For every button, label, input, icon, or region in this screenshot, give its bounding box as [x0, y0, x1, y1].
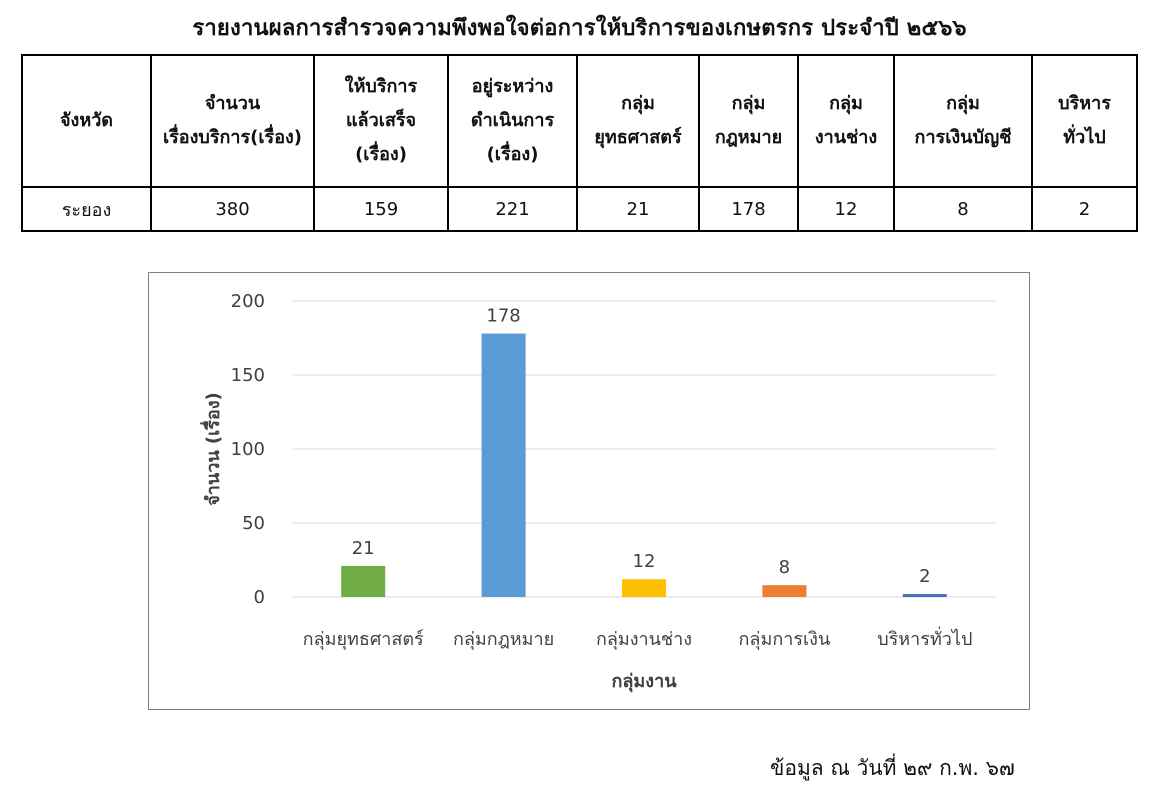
header-line: แล้วเสร็จ [345, 110, 417, 131]
data-label: 2 [919, 566, 930, 587]
report-title: รายงานผลการสำรวจความพึงพอใจต่อการให้บริก… [192, 16, 967, 41]
table-header-row: จังหวัด จำนวน เรื่องบริการ(เรื่อง) ให้บริกา… [21, 54, 1138, 188]
y-tick-label: 0 [254, 587, 265, 608]
header-line: ดำเนินการ [470, 110, 555, 131]
table-header-cell: กลุ่มยุทธศาสตร์ [576, 54, 700, 188]
data-label: 8 [779, 557, 790, 578]
value-cell: 8 [893, 186, 1033, 232]
x-tick-label: กลุ่มกฎหมาย [453, 629, 554, 650]
header-line: จังหวัด [60, 110, 113, 131]
table-header-cell: กลุ่มการเงินบัญชี [893, 54, 1033, 188]
bar [762, 585, 807, 597]
value-cell: 21 [576, 186, 700, 232]
value-cell: 178 [698, 186, 799, 232]
x-tick-label: กลุ่มการเงิน [739, 629, 831, 650]
y-tick-label: 150 [231, 365, 265, 386]
header-line: กลุ่ม [946, 93, 980, 114]
value-cell: 2 [1031, 186, 1138, 232]
y-axis-title: จำนวน (เรื่อง) [200, 392, 224, 506]
data-label: 178 [486, 306, 520, 327]
bar-chart: 0 50 100 150 200 21 กลุ่มยุทธศาสตร์ 178 กลุ่มกฎห… [200, 291, 995, 693]
x-tick-label: กลุ่มงานช่าง [596, 629, 692, 650]
data-label: 21 [352, 538, 375, 559]
table-header-cell: จังหวัด [21, 54, 152, 188]
table-header-cell: อยู่ระหว่างดำเนินการ (เรื่อง) [447, 54, 578, 188]
header-line: กฎหมาย [714, 127, 783, 148]
header-line: เรื่องบริการ(เรื่อง) [162, 127, 303, 148]
table-header-cell: จำนวนเรื่องบริการ(เรื่อง) [150, 54, 315, 188]
header-line: บริหาร [1058, 93, 1111, 114]
header-line: อยู่ระหว่าง [471, 76, 554, 97]
summary-table: จังหวัด จำนวน เรื่องบริการ(เรื่อง) ให้บริกา… [21, 54, 1138, 232]
data-label: 12 [633, 551, 656, 572]
header-line: จำนวน [204, 93, 261, 114]
table-header-cell: บริหารทั่วไป [1031, 54, 1138, 188]
header-line: กลุ่ม [731, 93, 766, 114]
table-header-cell: กลุ่มกฎหมาย [698, 54, 799, 188]
header-line: กลุ่ม [621, 93, 655, 114]
value-cell: 380 [150, 186, 315, 232]
header-line: งานช่าง [814, 127, 878, 148]
x-tick-label: บริหารทั่วไป [877, 626, 972, 650]
table-header-cell: ให้บริการแล้วเสร็จ (เรื่อง) [313, 54, 449, 188]
province-cell: ระยอง [21, 186, 152, 232]
y-tick-label: 200 [231, 291, 265, 312]
x-tick-label: กลุ่มยุทธศาสตร์ [303, 629, 424, 650]
table-header-cell: กลุ่มงานช่าง [797, 54, 895, 188]
value-cell: 221 [447, 186, 578, 232]
table-body: ระยอง 380 159 221 21 178 12 8 2 [21, 186, 1138, 232]
header-line: ทั่วไป [1063, 127, 1106, 148]
data-date-note: ข้อมูล ณ วันที่ ๒๙ ก.พ. ๖๗ [770, 756, 1015, 780]
value-cell: 12 [797, 186, 895, 232]
chart-frame: 0 50 100 150 200 21 กลุ่มยุทธศาสตร์ 178 กลุ่มกฎห… [148, 272, 1030, 710]
bar [481, 333, 526, 597]
table-row: ระยอง 380 159 221 21 178 12 8 2 [21, 186, 1138, 232]
header-line: การเงินบัญชี [914, 127, 1012, 148]
y-tick-label: 50 [242, 513, 265, 534]
header-line: (เรื่อง) [355, 144, 407, 165]
header-line: กลุ่ม [829, 93, 863, 114]
value-cell: 159 [313, 186, 449, 232]
x-axis-title: กลุ่มงาน [612, 671, 678, 693]
bar [622, 579, 666, 597]
bar [341, 565, 386, 597]
bar [902, 594, 947, 597]
header-line: ให้บริการ [344, 76, 418, 97]
y-tick-label: 100 [231, 439, 265, 460]
header-line: ยุทธศาสตร์ [594, 127, 682, 148]
header-line: (เรื่อง) [486, 144, 539, 165]
